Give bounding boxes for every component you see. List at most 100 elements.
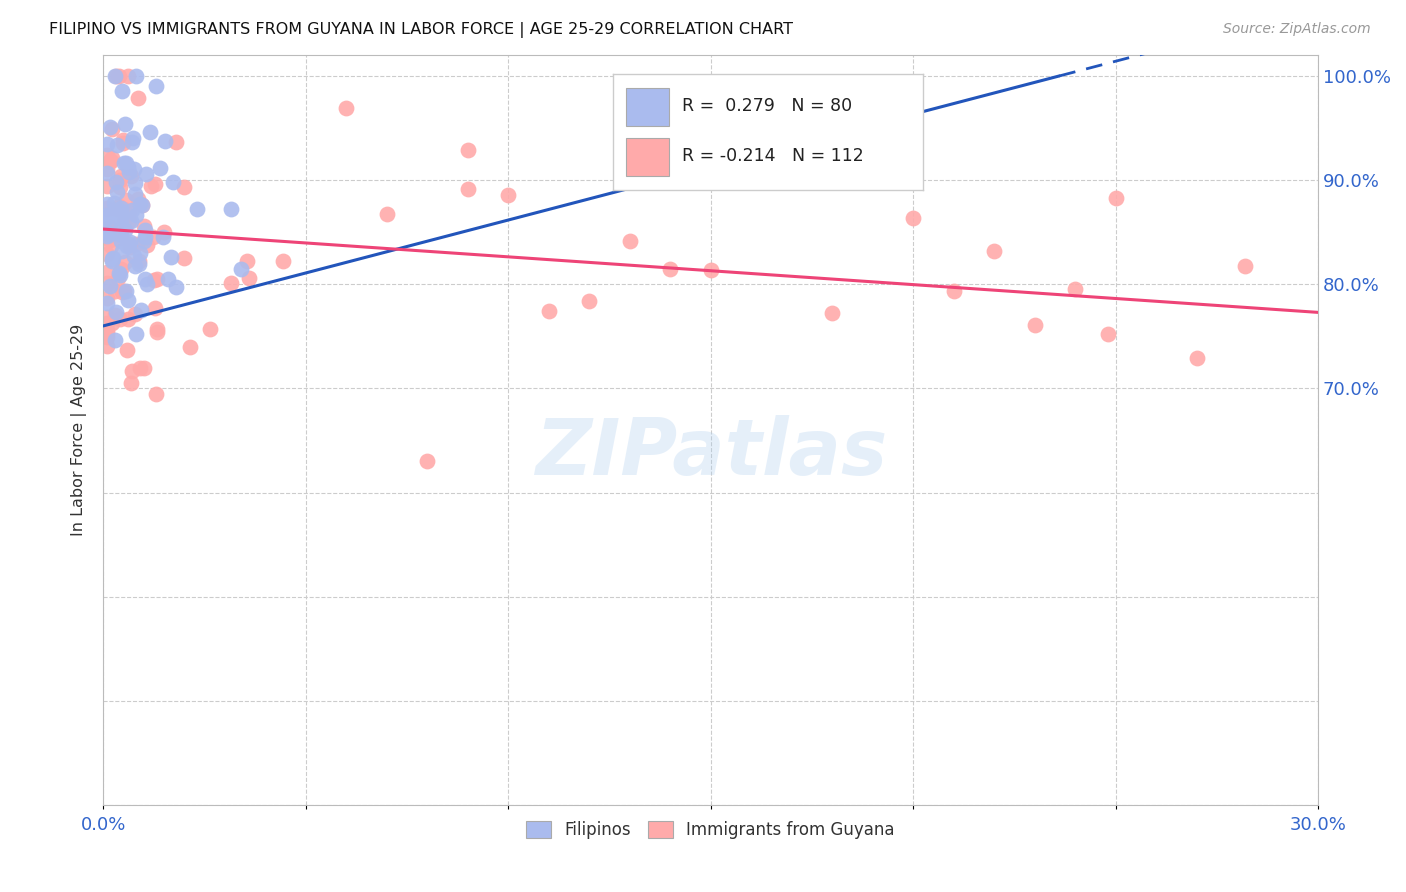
Point [120, 376, 142, 391]
Point [122, 131, 145, 145]
Point [96, 323, 118, 337]
Point [157, 272, 180, 286]
Point [457, 182, 479, 196]
Point [105, 185, 128, 199]
Point [1104, 191, 1126, 205]
Point [110, 173, 132, 187]
Point [146, 326, 169, 340]
Point [162, 175, 184, 189]
Point [118, 237, 141, 252]
Point [108, 266, 131, 280]
Point [114, 155, 136, 169]
Point [110, 231, 132, 245]
Point [153, 134, 176, 148]
Point [104, 305, 127, 319]
Point [112, 202, 135, 216]
Point [121, 169, 143, 184]
Point [118, 240, 141, 254]
Point [96, 179, 118, 194]
Point [139, 179, 162, 194]
Point [129, 245, 152, 260]
Point [120, 213, 142, 227]
Point [135, 277, 157, 292]
Point [110, 203, 132, 218]
Point [145, 272, 167, 286]
Point [110, 261, 132, 276]
Point [110, 201, 132, 215]
Point [128, 257, 150, 271]
Point [96, 330, 118, 344]
Point [145, 386, 167, 401]
Point [96, 316, 118, 330]
Point [229, 261, 252, 276]
Point [114, 222, 136, 236]
Point [165, 135, 187, 149]
Point [96, 197, 118, 211]
Point [110, 228, 132, 243]
Point [101, 121, 124, 136]
Point [821, 306, 844, 320]
Point [983, 244, 1005, 259]
Point [122, 249, 145, 263]
Point [105, 202, 128, 217]
Point [238, 270, 260, 285]
Y-axis label: In Labor Force | Age 25-29: In Labor Force | Age 25-29 [72, 324, 87, 536]
Point [619, 234, 641, 248]
Point [457, 143, 479, 157]
Point [96, 211, 118, 225]
Point [96, 276, 118, 290]
Point [901, 211, 924, 225]
Point [114, 193, 136, 207]
Point [699, 263, 721, 277]
Point [107, 270, 129, 285]
Point [96, 295, 118, 310]
Point [104, 69, 127, 83]
Point [1064, 282, 1087, 296]
Point [96, 166, 118, 180]
Point [145, 79, 167, 94]
Point [96, 162, 118, 177]
Point [112, 136, 135, 150]
Point [115, 238, 138, 252]
Point [134, 219, 156, 233]
Point [100, 153, 122, 168]
Point [121, 135, 143, 149]
Point [219, 276, 242, 290]
Point [107, 208, 129, 222]
Point [942, 284, 965, 298]
Point [128, 254, 150, 268]
Point [127, 90, 149, 104]
Point [96, 202, 118, 216]
Point [134, 235, 156, 249]
Point [375, 207, 398, 221]
Point [98, 279, 121, 293]
Point [101, 316, 124, 330]
Point [117, 160, 139, 174]
Point [179, 340, 201, 354]
Point [104, 175, 127, 189]
Point [110, 169, 132, 184]
Point [125, 208, 148, 222]
Point [118, 214, 141, 228]
Point [97, 221, 120, 235]
Point [132, 360, 155, 375]
Point [659, 261, 682, 276]
Point [96, 229, 118, 244]
Point [111, 244, 134, 258]
Point [110, 217, 132, 231]
Point [96, 310, 118, 324]
Point [134, 230, 156, 244]
Point [103, 196, 125, 211]
Point [104, 333, 127, 347]
Point [115, 284, 138, 298]
Point [110, 180, 132, 194]
Text: FILIPINO VS IMMIGRANTS FROM GUYANA IN LABOR FORCE | AGE 25-29 CORRELATION CHART: FILIPINO VS IMMIGRANTS FROM GUYANA IN LA… [49, 22, 793, 38]
Point [1097, 327, 1119, 342]
Point [96, 209, 118, 223]
Point [165, 280, 187, 294]
Point [127, 192, 149, 206]
Point [198, 322, 221, 336]
Point [145, 322, 167, 336]
Point [335, 101, 357, 115]
Point [104, 69, 127, 83]
